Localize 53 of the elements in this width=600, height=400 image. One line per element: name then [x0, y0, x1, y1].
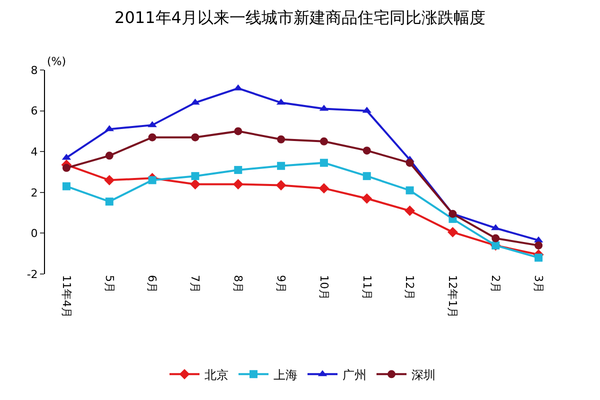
point — [190, 179, 200, 190]
point — [62, 182, 70, 190]
point — [362, 146, 371, 155]
x-tick-label: 9月 — [274, 275, 288, 293]
point — [406, 158, 414, 167]
y-tick-label: -2 — [26, 268, 38, 281]
y-tick-label: 6 — [30, 104, 38, 118]
point — [448, 226, 458, 238]
point — [105, 198, 114, 206]
x-tick-label: 11月 — [360, 275, 374, 300]
point — [62, 164, 70, 172]
chart-title: 2011年4月以来一线城市新建商品住宅同比涨跌幅度 — [114, 8, 486, 28]
legend-label: 广州 — [342, 368, 366, 382]
point — [148, 176, 156, 184]
x-tick-label: 2月 — [489, 275, 502, 293]
point — [234, 127, 242, 136]
x-tick-label: 6月 — [146, 275, 159, 293]
legend-label: 上海 — [274, 368, 298, 382]
point — [148, 133, 156, 142]
point — [234, 166, 242, 174]
point — [320, 158, 328, 167]
y-tick-label: 0 — [30, 227, 38, 240]
y-tick-label: 8 — [30, 64, 38, 77]
point — [362, 193, 372, 204]
point — [406, 186, 414, 194]
x-tick-label: 8月 — [232, 275, 245, 293]
point — [320, 137, 328, 146]
x-tick-label: 10月 — [317, 275, 330, 300]
y-tick-label: 2 — [30, 186, 38, 200]
point — [191, 172, 200, 180]
x-tick-label: 11年4月 — [60, 275, 73, 318]
point — [362, 172, 371, 180]
point — [232, 179, 244, 190]
legend-label: 北京 — [204, 368, 228, 382]
point — [191, 133, 200, 142]
y-axis-title: (%) — [47, 55, 66, 68]
point — [277, 162, 286, 170]
legend-label: 深圳 — [412, 368, 436, 382]
point — [277, 135, 286, 144]
point — [492, 234, 500, 242]
x-tick-label: 12年1月 — [446, 275, 460, 318]
point — [404, 206, 415, 216]
x-tick-label: 3月 — [532, 275, 545, 293]
y-tick-label: 4 — [30, 145, 38, 158]
x-tick-label: 7月 — [188, 275, 202, 293]
point — [105, 152, 114, 160]
point — [276, 180, 286, 190]
x-tick-label: 12月 — [403, 275, 416, 300]
point — [318, 183, 330, 194]
x-tick-label: 5月 — [102, 275, 116, 293]
point — [534, 241, 543, 250]
point — [104, 174, 115, 186]
point — [534, 254, 543, 262]
